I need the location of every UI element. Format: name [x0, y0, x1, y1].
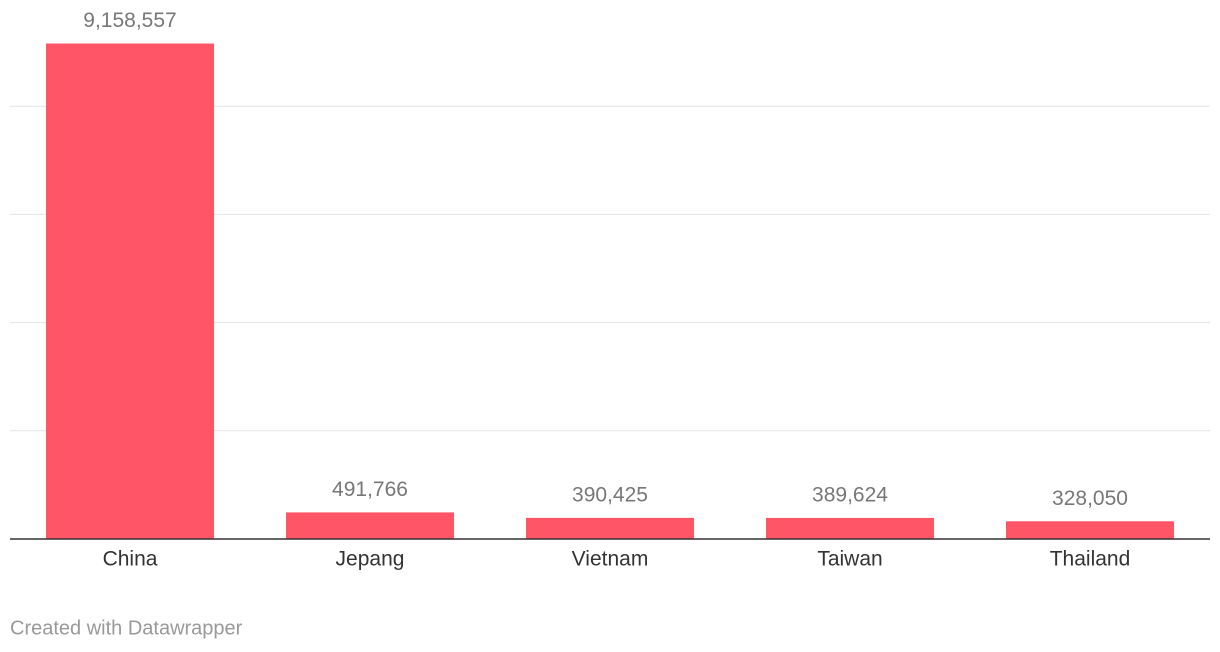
value-label: 328,050 — [1052, 487, 1128, 510]
x-tick-label: Thailand — [1050, 548, 1131, 571]
bar — [286, 512, 454, 539]
value-label: 491,766 — [332, 478, 408, 501]
value-label: 9,158,557 — [83, 9, 176, 32]
bar — [766, 517, 934, 539]
footer: Created with Datawrapper — [10, 617, 243, 639]
x-tick-label: Vietnam — [572, 548, 649, 571]
bar — [526, 517, 694, 539]
x-tick-label: China — [103, 548, 158, 571]
x-tick-label: Taiwan — [817, 548, 882, 571]
x-tick-label: Jepang — [336, 548, 405, 571]
bar — [1006, 521, 1174, 539]
value-label: 389,624 — [812, 483, 888, 506]
bar — [46, 43, 214, 540]
value-label: 390,425 — [572, 483, 648, 506]
